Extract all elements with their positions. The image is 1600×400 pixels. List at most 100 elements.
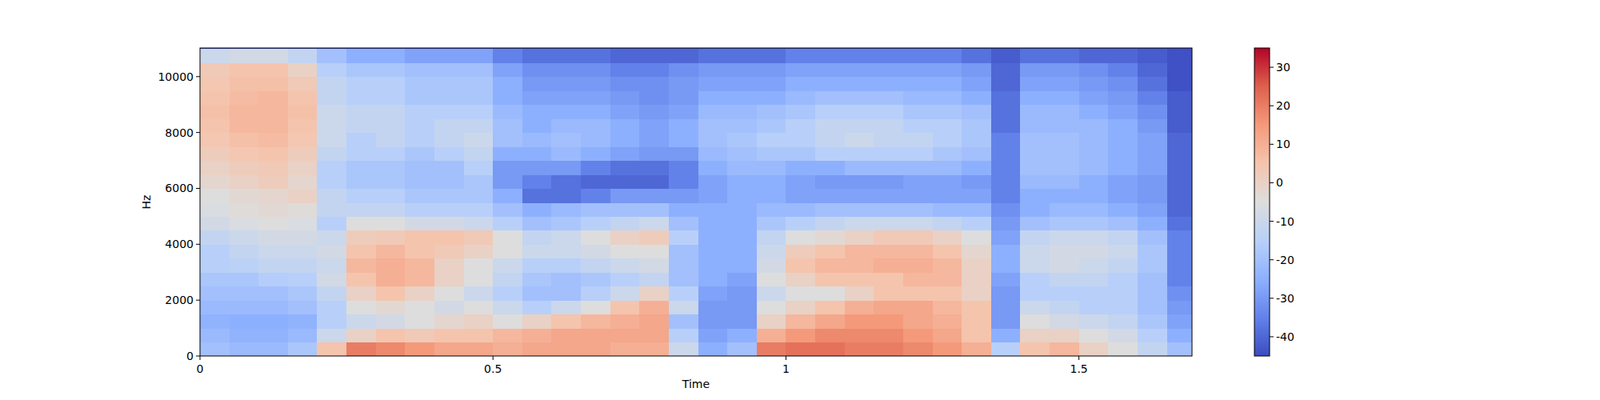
- cell: [551, 76, 581, 92]
- cell: [639, 202, 669, 217]
- cell: [580, 188, 611, 203]
- cell: [200, 132, 230, 148]
- cell: [961, 48, 992, 64]
- cell: [873, 328, 904, 343]
- cell: [815, 160, 845, 176]
- cell: [785, 76, 816, 92]
- cell: [316, 244, 347, 259]
- cell: [522, 272, 552, 287]
- cell: [200, 188, 230, 203]
- cell: [288, 258, 318, 273]
- cell: [522, 104, 552, 120]
- cell: [404, 118, 435, 133]
- cell: [873, 104, 904, 120]
- cell: [229, 62, 260, 77]
- cell: [316, 188, 347, 203]
- cell: [1079, 62, 1109, 77]
- cell: [668, 216, 699, 231]
- cell: [991, 202, 1021, 217]
- cell: [610, 146, 640, 161]
- cell: [815, 104, 845, 120]
- cell: [346, 76, 376, 92]
- cell: [991, 216, 1021, 231]
- cell: [1079, 76, 1109, 92]
- cell: [698, 62, 728, 77]
- cell: [844, 314, 875, 329]
- cell: [1137, 258, 1168, 273]
- cell: [961, 244, 992, 259]
- cell: [404, 160, 435, 176]
- cell: [727, 202, 757, 217]
- cell: [376, 230, 406, 245]
- cell: [464, 76, 494, 92]
- cell: [1020, 48, 1050, 64]
- cell: [258, 300, 288, 315]
- cell: [434, 258, 464, 273]
- cell: [639, 286, 669, 301]
- chart: 00.511.50200040006000800010000TimeHz-40-…: [0, 0, 1600, 400]
- cell: [200, 118, 230, 133]
- cell: [1049, 118, 1080, 133]
- cell: [1020, 216, 1050, 231]
- cell: [316, 118, 347, 133]
- cell: [1137, 48, 1168, 64]
- cell: [932, 216, 963, 231]
- cell: [376, 216, 406, 231]
- cell: [1049, 160, 1080, 176]
- cell: [580, 244, 611, 259]
- cell: [932, 62, 963, 77]
- cell: [258, 286, 288, 301]
- cell: [1020, 342, 1050, 356]
- cell: [404, 286, 435, 301]
- cell: [991, 174, 1021, 189]
- cell: [1137, 188, 1168, 203]
- cell: [756, 160, 787, 176]
- cell: [376, 328, 406, 343]
- cell: [1108, 244, 1138, 259]
- cell: [346, 118, 376, 133]
- cell: [464, 244, 494, 259]
- cell: [610, 118, 640, 133]
- cell: [639, 328, 669, 343]
- cell: [522, 174, 552, 189]
- cell: [961, 62, 992, 77]
- colorbar-tick-label: -30: [1276, 292, 1295, 305]
- cell: [580, 90, 611, 105]
- cell: [551, 132, 581, 148]
- cell: [434, 132, 464, 148]
- cell: [522, 314, 552, 329]
- cell: [316, 342, 347, 356]
- cell: [1079, 328, 1109, 343]
- cell: [1079, 132, 1109, 148]
- cell: [844, 230, 875, 245]
- cell: [492, 90, 523, 105]
- cell: [844, 160, 875, 176]
- cell: [1049, 62, 1080, 77]
- cell: [1167, 216, 1192, 231]
- cell: [1020, 272, 1050, 287]
- cell: [991, 286, 1021, 301]
- cell: [639, 272, 669, 287]
- cell: [1108, 202, 1138, 217]
- cell: [698, 258, 728, 273]
- cell: [1049, 174, 1080, 189]
- cell: [1167, 174, 1192, 189]
- cell: [288, 146, 318, 161]
- cell: [346, 286, 376, 301]
- cell: [639, 76, 669, 92]
- cell: [1167, 76, 1192, 92]
- cell: [288, 132, 318, 148]
- colorbar-tick-label: -40: [1276, 330, 1295, 344]
- cell: [1108, 104, 1138, 120]
- cell: [1167, 104, 1192, 120]
- cell: [346, 202, 376, 217]
- cell: [229, 188, 260, 203]
- cell: [492, 132, 523, 148]
- cell: [668, 230, 699, 245]
- cell: [1108, 62, 1138, 77]
- cell: [346, 104, 376, 120]
- cell: [522, 62, 552, 77]
- cell: [316, 104, 347, 120]
- cell: [785, 328, 816, 343]
- cell: [1049, 328, 1080, 343]
